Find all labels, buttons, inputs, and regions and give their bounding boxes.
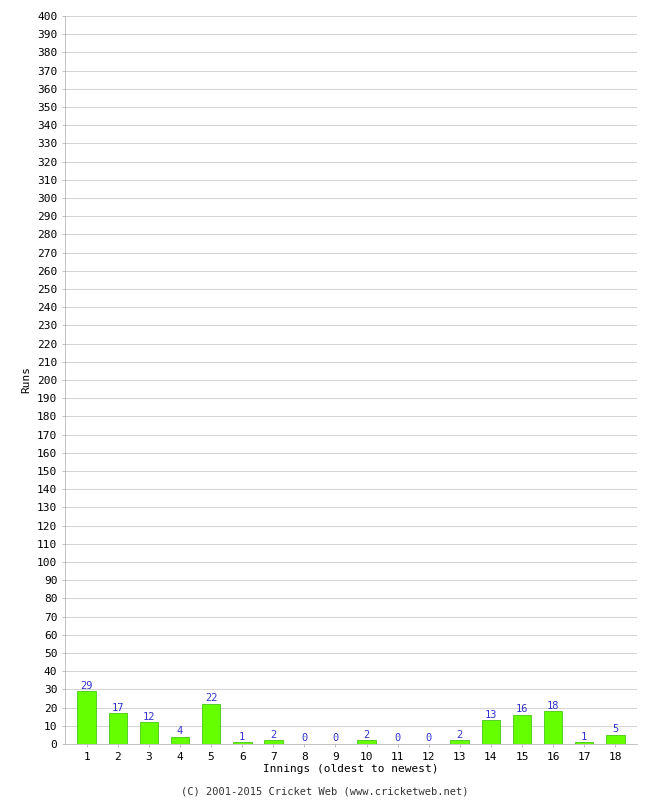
Bar (140, 722, 158, 744)
Bar (482, 720, 500, 744)
Bar (77, 691, 96, 744)
Text: (C) 2001-2015 Cricket Web (www.cricketweb.net): (C) 2001-2015 Cricket Web (www.cricketwe… (181, 786, 469, 796)
Bar (358, 740, 376, 744)
Text: 2: 2 (457, 730, 463, 740)
Bar (606, 735, 625, 744)
Bar (544, 711, 562, 744)
Text: 13: 13 (485, 710, 497, 720)
X-axis label: Innings (oldest to newest): Innings (oldest to newest) (263, 765, 439, 774)
Text: 18: 18 (547, 701, 559, 710)
Text: 22: 22 (205, 694, 217, 703)
Text: 0: 0 (301, 734, 307, 743)
Bar (109, 713, 127, 744)
Text: 2: 2 (270, 730, 276, 740)
Bar (450, 740, 469, 744)
Bar (575, 742, 593, 744)
Text: 17: 17 (112, 702, 124, 713)
Text: 2: 2 (363, 730, 370, 740)
Text: 29: 29 (81, 681, 93, 690)
Text: 0: 0 (395, 734, 401, 743)
Bar (171, 737, 189, 744)
Text: 0: 0 (332, 734, 339, 743)
Text: 5: 5 (612, 724, 618, 734)
Bar (264, 740, 283, 744)
Bar (233, 742, 252, 744)
Text: 4: 4 (177, 726, 183, 736)
Text: 12: 12 (143, 712, 155, 722)
Bar (202, 704, 220, 744)
Y-axis label: Runs: Runs (21, 366, 32, 394)
Text: 16: 16 (515, 704, 528, 714)
Text: 1: 1 (581, 732, 588, 742)
Text: 0: 0 (426, 734, 432, 743)
Text: 1: 1 (239, 732, 245, 742)
Bar (513, 715, 531, 744)
